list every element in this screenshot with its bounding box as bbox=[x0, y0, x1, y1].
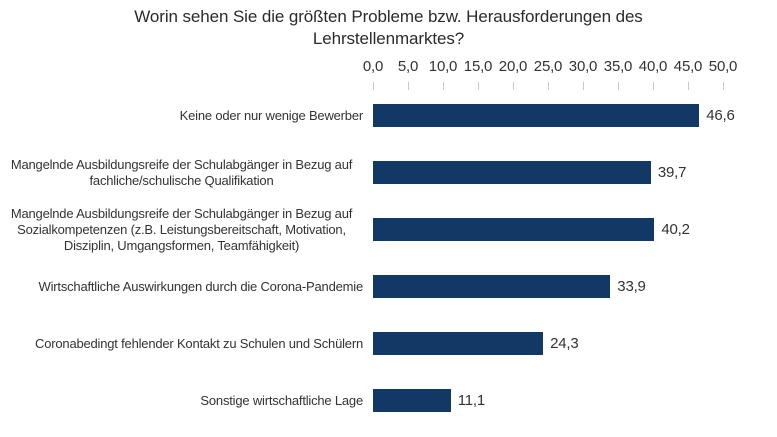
bar-row: Keine oder nur wenige Bewerber 46,6 bbox=[0, 87, 777, 144]
x-axis-tick-mark bbox=[408, 82, 409, 90]
x-axis-tick-label: 10,0 bbox=[428, 58, 458, 75]
bar bbox=[373, 104, 700, 127]
value-label: 46,6 bbox=[706, 107, 735, 124]
x-axis-tick-label: 15,0 bbox=[463, 58, 493, 75]
value-label: 24,3 bbox=[550, 335, 579, 352]
x-axis-tick-label: 40,0 bbox=[638, 58, 668, 75]
category-label: Coronabedingt fehlender Kontakt zu Schul… bbox=[35, 335, 363, 351]
category-label: Sonstige wirtschaftliche Lage bbox=[200, 392, 363, 408]
bar-row: Sonstige wirtschaftliche Lage 11,1 bbox=[0, 372, 777, 429]
x-axis-tick-mark bbox=[653, 82, 654, 90]
x-axis-tick-label: 25,0 bbox=[533, 58, 563, 75]
x-axis-tick-label: 45,0 bbox=[673, 58, 703, 75]
x-axis-tick-mark bbox=[583, 82, 584, 90]
category-label: Mangelnde Ausbildungsreife der Schulabgä… bbox=[10, 156, 353, 188]
value-label: 11,1 bbox=[457, 392, 485, 409]
chart-title: Worin sehen Sie die größten Probleme bzw… bbox=[134, 7, 643, 48]
bar bbox=[373, 161, 651, 184]
value-label: 33,9 bbox=[617, 278, 646, 295]
bar-row: Coronabedingt fehlender Kontakt zu Schul… bbox=[0, 315, 777, 372]
bar bbox=[373, 275, 611, 298]
x-axis-tick-mark bbox=[618, 82, 619, 90]
x-axis-tick-label: 30,0 bbox=[568, 58, 598, 75]
x-axis-tick-mark bbox=[688, 82, 689, 90]
x-axis-tick-label: 0,0 bbox=[362, 58, 384, 75]
bar-row: Mangelnde Ausbildungsreife der Schulabgä… bbox=[0, 144, 777, 201]
bar-row: Wirtschaftliche Auswirkungen durch die C… bbox=[0, 258, 777, 315]
x-axis-tick-mark bbox=[723, 82, 724, 90]
x-axis-tick-mark bbox=[373, 82, 374, 90]
x-axis-tick-label: 50,0 bbox=[708, 58, 738, 75]
bar bbox=[373, 218, 655, 241]
x-axis-tick-mark bbox=[443, 82, 444, 90]
value-label: 39,7 bbox=[657, 164, 687, 181]
bar bbox=[373, 389, 451, 412]
category-label: Keine oder nur wenige Bewerber bbox=[179, 107, 364, 123]
x-axis-tick-label: 35,0 bbox=[603, 58, 633, 75]
x-axis-tick-mark bbox=[478, 82, 479, 90]
bar-row: Mangelnde Ausbildungsreife der Schulabgä… bbox=[0, 201, 777, 258]
x-axis-tick-mark bbox=[548, 82, 549, 90]
x-axis-tick-label: 5,0 bbox=[397, 58, 419, 75]
category-label: Mangelnde Ausbildungsreife der Schulabgä… bbox=[10, 205, 353, 253]
value-label: 40,2 bbox=[661, 221, 690, 238]
bar bbox=[373, 332, 544, 355]
category-label: Wirtschaftliche Auswirkungen durch die C… bbox=[38, 278, 364, 294]
x-axis-tick-label: 20,0 bbox=[498, 58, 528, 75]
x-axis-tick-mark bbox=[513, 82, 514, 90]
